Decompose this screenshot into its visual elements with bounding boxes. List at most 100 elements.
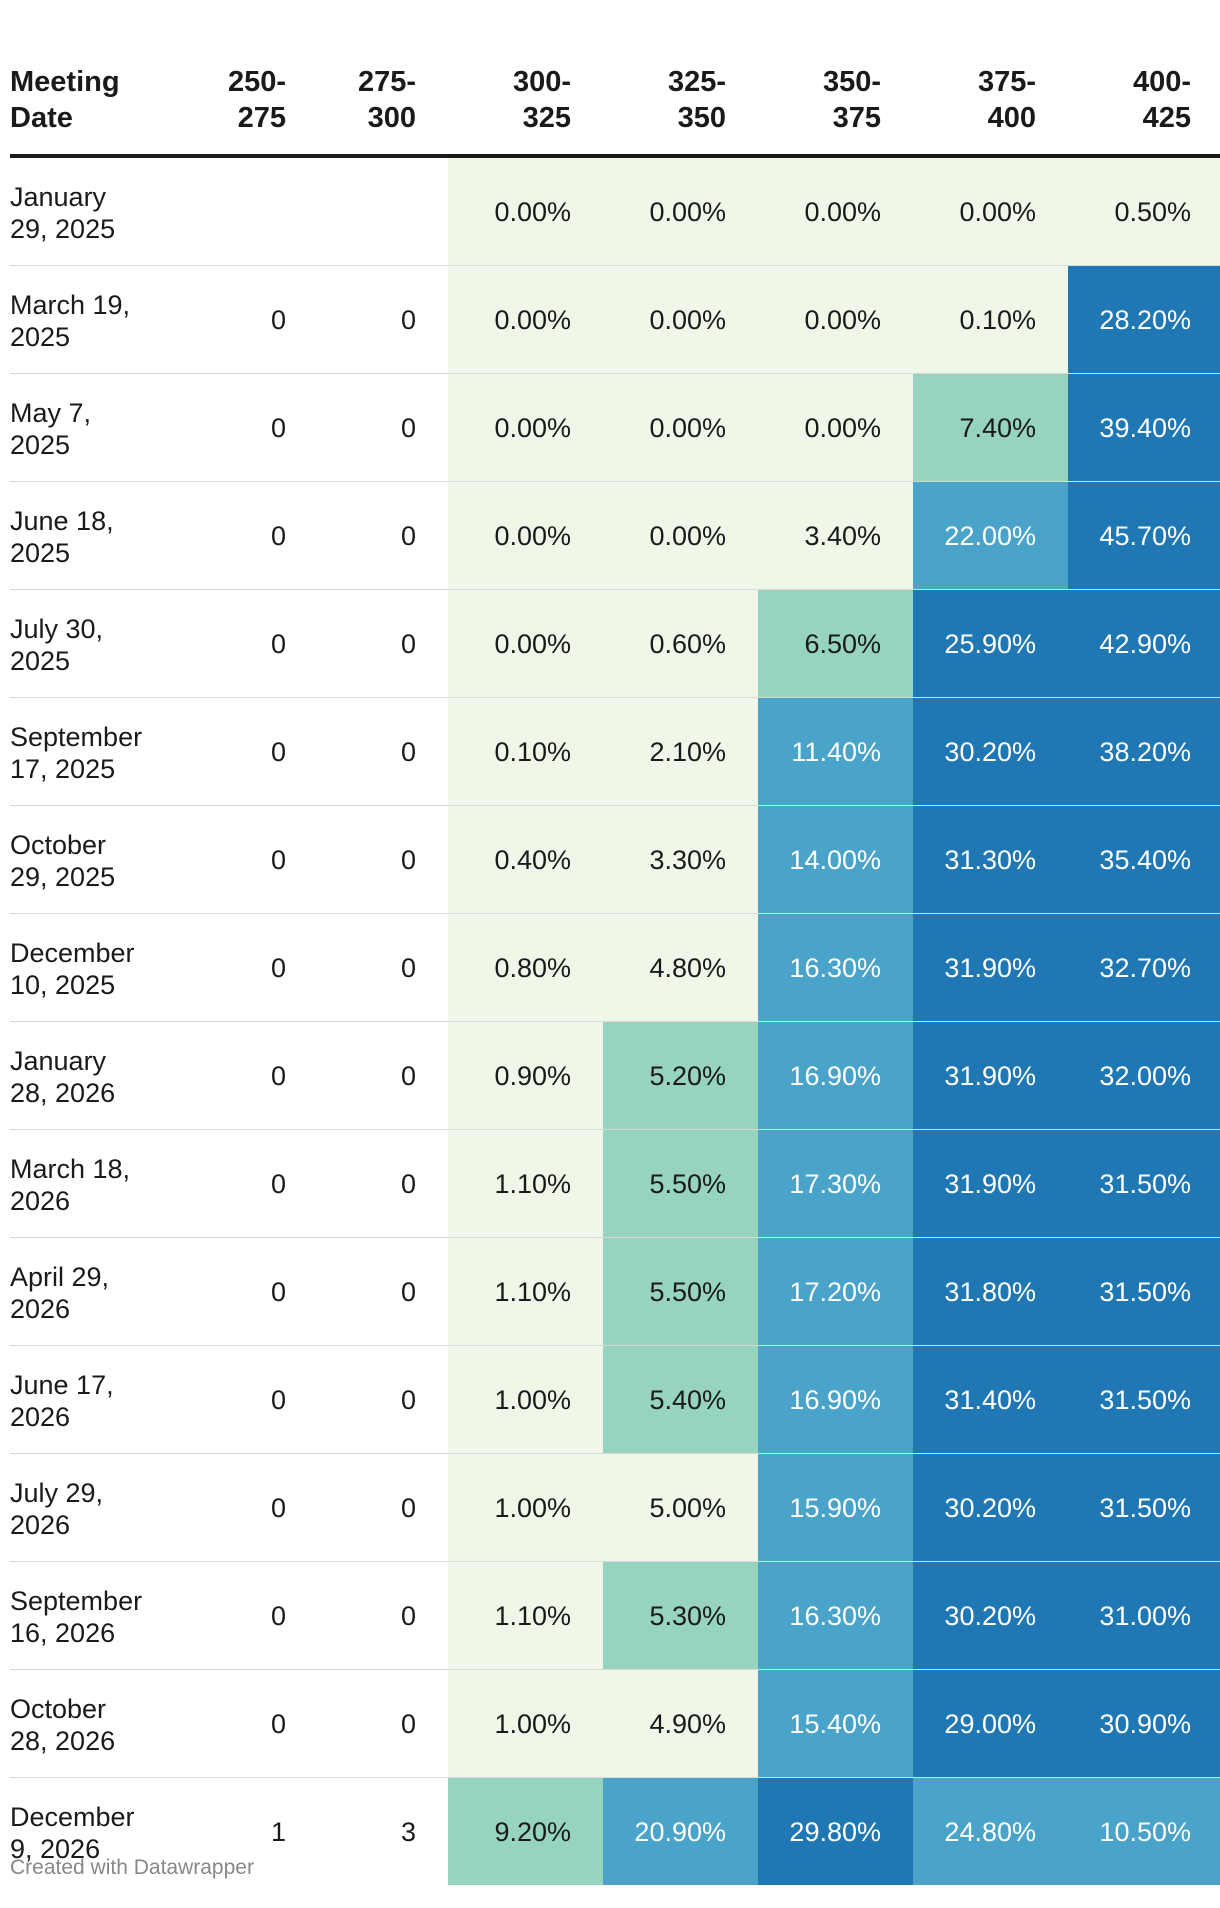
probability-cell: 15.90%: [758, 1453, 913, 1562]
probability-cell: 4.80%: [603, 913, 758, 1022]
meeting-date-cell: October 29, 2025: [10, 805, 188, 914]
probability-cell: 0.10%: [913, 265, 1068, 374]
probability-cell: 0: [318, 481, 448, 590]
table-row: October 28, 2026 0 0 1.00% 4.90% 15.40% 29.00%…: [10, 1669, 1220, 1778]
probability-cell: 10.50%: [1068, 1777, 1220, 1885]
probability-cell: 31.80%: [913, 1237, 1068, 1346]
probability-cell: 5.00%: [603, 1453, 758, 1562]
probability-cell: 0: [188, 1453, 318, 1562]
probability-cell: 0.00%: [603, 156, 758, 266]
probability-cell: 5.50%: [603, 1129, 758, 1238]
table-row: September 17, 2025 0 0 0.10% 2.10% 11.40% 30.2…: [10, 697, 1220, 806]
probability-cell: 0: [188, 697, 318, 806]
probability-cell: 1.00%: [448, 1453, 603, 1562]
probability-cell: 0: [188, 265, 318, 374]
probability-cell: 31.50%: [1068, 1345, 1220, 1454]
probability-cell: 0: [188, 481, 318, 590]
probability-cell: 0: [318, 1669, 448, 1778]
probability-cell: 0.00%: [603, 265, 758, 374]
probability-cell: 22.00%: [913, 481, 1068, 590]
probability-cell: 11.40%: [758, 697, 913, 806]
table-row: January 29, 2025 0.00% 0.00% 0.00% 0.00% 0.50…: [10, 156, 1220, 266]
table-row: March 18, 2026 0 0 1.10% 5.50% 17.30% 31.90% 31…: [10, 1129, 1220, 1238]
table-row: July 29, 2026 0 0 1.00% 5.00% 15.90% 30.20% 31.…: [10, 1453, 1220, 1562]
meeting-date-cell: March 18, 2026: [10, 1129, 188, 1238]
header-range-350-375: 350- 375: [758, 0, 913, 158]
probability-cell: 3: [400, 1816, 416, 1847]
probability-cell: 31.30%: [913, 805, 1068, 914]
meeting-date-cell: March 19, 2025: [10, 265, 188, 374]
probability-cell: 0: [318, 373, 448, 482]
probability-cell: 5.20%: [603, 1021, 758, 1130]
probability-cell: 25.90%: [913, 589, 1068, 698]
probability-cell: 30.20%: [913, 1453, 1068, 1562]
table-row: July 30, 2025 0 0 0.00% 0.60% 6.50% 25.90% 42.9…: [10, 589, 1220, 698]
header-range-325-350: 325- 350: [603, 0, 758, 158]
probability-cell: 16.90%: [758, 1345, 913, 1454]
meeting-date-cell: July 30, 2025: [10, 589, 188, 698]
meeting-date-cell: September 17, 2025: [10, 697, 188, 806]
heatmap-table-container: Meeting Date 250- 275 275- 300 300- 325 …: [10, 0, 1220, 1885]
probability-cell: 31.50%: [1068, 1453, 1220, 1562]
probability-cell: 14.00%: [758, 805, 913, 914]
probability-cell: 1.10%: [448, 1237, 603, 1346]
meeting-date-cell: May 7, 2025: [10, 373, 188, 482]
probability-cell: 7.40%: [913, 373, 1068, 482]
probability-cell: 0.00%: [448, 265, 603, 374]
probability-cell: 29.80%: [758, 1777, 913, 1885]
probability-cell: 0: [188, 913, 318, 1022]
probability-cell: 5.40%: [603, 1345, 758, 1454]
probability-cell: 0.00%: [448, 589, 603, 698]
header-range-250-275: 250- 275: [188, 0, 318, 158]
probability-cell: 45.70%: [1068, 481, 1220, 590]
header-range-375-400: 375- 400: [913, 0, 1068, 158]
probability-cell: 31.90%: [913, 913, 1068, 1022]
meeting-date-cell: June 17, 2026: [10, 1345, 188, 1454]
probability-cell: 0: [188, 1129, 318, 1238]
probability-cell: 16.30%: [758, 913, 913, 1022]
probability-cell: 0.00%: [913, 156, 1068, 266]
probability-cell: 0: [318, 1237, 448, 1346]
probability-cell: 0: [318, 1021, 448, 1130]
probability-cell: 30.90%: [1068, 1669, 1220, 1778]
probability-cell: 0.00%: [603, 481, 758, 590]
probability-cell: 0: [318, 1129, 448, 1238]
probability-cell: 0: [318, 265, 448, 374]
probability-cell: 1.10%: [448, 1129, 603, 1238]
rate-probability-table: Meeting Date 250- 275 275- 300 300- 325 …: [10, 0, 1220, 1885]
probability-cell: 28.20%: [1068, 265, 1220, 374]
probability-cell: 3.40%: [758, 481, 913, 590]
probability-cell: 5.50%: [603, 1237, 758, 1346]
probability-cell: 0.10%: [448, 697, 603, 806]
meeting-date-cell: September 16, 2026: [10, 1561, 188, 1670]
probability-cell: 1.00%: [448, 1669, 603, 1778]
probability-cell: 0.00%: [758, 265, 913, 374]
probability-cell: 31.50%: [1068, 1129, 1220, 1238]
probability-cell: 1.10%: [448, 1561, 603, 1670]
probability-cell: 0: [188, 1021, 318, 1130]
probability-cell: 9.20%: [448, 1777, 603, 1885]
table-row: September 16, 2026 0 0 1.10% 5.30% 16.30% 30.2…: [10, 1561, 1220, 1670]
probability-cell: 0.00%: [603, 373, 758, 482]
table-row: May 7, 2025 0 0 0.00% 0.00% 0.00% 7.40% 39.40%: [10, 373, 1220, 482]
probability-cell: 0: [188, 1561, 318, 1670]
probability-cell: 0.90%: [448, 1021, 603, 1130]
probability-cell: 4.90%: [603, 1669, 758, 1778]
probability-cell: 0.00%: [758, 156, 913, 266]
probability-cell: 2.10%: [603, 697, 758, 806]
probability-cell: 5.30%: [603, 1561, 758, 1670]
header-range-300-325: 300- 325: [448, 0, 603, 158]
meeting-date-cell: October 28, 2026: [10, 1669, 188, 1778]
probability-cell: 0: [318, 1561, 448, 1670]
probability-cell: 24.80%: [913, 1777, 1068, 1885]
probability-cell: 32.70%: [1068, 913, 1220, 1022]
probability-cell: 17.30%: [758, 1129, 913, 1238]
probability-cell: 0: [188, 1345, 318, 1454]
probability-cell: 35.40%: [1068, 805, 1220, 914]
probability-cell: 3.30%: [603, 805, 758, 914]
probability-cell: 31.90%: [913, 1021, 1068, 1130]
probability-cell: 0: [188, 1237, 318, 1346]
probability-cell: 39.40%: [1068, 373, 1220, 482]
meeting-date-cell: December 9, 2026: [10, 1801, 135, 1864]
header-row: Meeting Date 250- 275 275- 300 300- 325 …: [10, 0, 1220, 158]
